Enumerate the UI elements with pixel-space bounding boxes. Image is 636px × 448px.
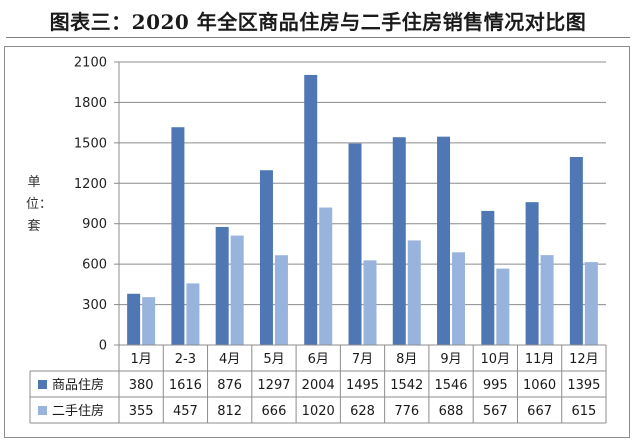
bar-series-2: [452, 252, 466, 345]
bar-series-2: [230, 235, 244, 345]
bar-series-1: [348, 143, 362, 345]
data-label: 1297: [257, 378, 290, 393]
data-label: 876: [217, 378, 242, 393]
bar-series-2: [496, 268, 510, 345]
data-label: 1060: [523, 378, 556, 393]
x-tick-label: 2-3: [175, 352, 196, 367]
data-label: 2004: [302, 378, 335, 393]
x-tick-label: 8月: [396, 352, 417, 367]
legend-label-series-1: 商品住房: [52, 377, 104, 393]
y-tick-label: 0: [99, 339, 107, 354]
bar-series-1: [127, 293, 141, 345]
data-label: 1020: [302, 404, 335, 419]
bar-series-1: [215, 226, 229, 345]
y-tick-label: 1200: [74, 177, 107, 192]
bar-series-2: [584, 262, 598, 345]
x-tick-label: 5月: [263, 352, 284, 367]
bar-series-1: [171, 127, 185, 345]
y-tick-label: 900: [82, 217, 107, 232]
bar-series-1: [481, 210, 495, 345]
bar-series-2: [142, 297, 156, 345]
x-tick-label: 6月: [308, 352, 329, 367]
chart-title: 图表三：2020 年全区商品住房与二手住房销售情况对比图: [49, 10, 587, 34]
bar-series-2: [363, 260, 377, 345]
data-label: 457: [173, 404, 198, 419]
data-label: 628: [350, 404, 375, 419]
data-label: 667: [527, 404, 552, 419]
data-label: 615: [571, 404, 596, 419]
data-label: 666: [262, 404, 287, 419]
data-label: 1546: [434, 378, 467, 393]
x-tick-label: 12月: [569, 352, 599, 367]
x-tick-label: 7月: [352, 352, 373, 367]
x-tick-label: 9月: [440, 352, 461, 367]
data-label: 1495: [346, 378, 379, 393]
data-label: 380: [129, 378, 154, 393]
bar-series-1: [259, 170, 273, 345]
data-label: 1542: [390, 378, 423, 393]
x-tick-label: 4月: [219, 352, 240, 367]
y-tick-label: 1800: [74, 96, 107, 111]
y-tick-label: 1500: [74, 136, 107, 151]
x-tick-label: 10月: [481, 352, 511, 367]
bar-series-2: [319, 207, 333, 345]
bar-series-1: [304, 74, 318, 346]
data-label: 567: [483, 404, 508, 419]
data-label: 355: [129, 404, 154, 419]
data-label: 688: [439, 404, 464, 419]
bar-series-2: [540, 255, 554, 345]
bar-series-1: [569, 157, 583, 345]
y-tick-label: 600: [82, 258, 107, 273]
legend-key-series-1: [38, 380, 47, 389]
data-label: 995: [483, 378, 508, 393]
x-tick-label: 1月: [130, 352, 151, 367]
y-tick-label: 300: [82, 298, 107, 313]
bar-series-2: [186, 283, 200, 345]
bar-series-1: [392, 137, 406, 345]
data-label: 776: [394, 404, 419, 419]
bar-series-2: [274, 255, 288, 345]
y-tick-label: 2100: [74, 56, 107, 71]
title-divider: [6, 37, 630, 38]
legend-label-series-2: 二手住房: [52, 403, 104, 419]
data-label: 1616: [169, 378, 202, 393]
data-label: 1395: [567, 378, 600, 393]
bar-series-1: [437, 136, 451, 345]
bar-series-1: [525, 202, 539, 345]
data-label: 812: [217, 404, 242, 419]
legend-key-series-2: [38, 406, 47, 415]
x-tick-label: 11月: [525, 352, 555, 367]
chart-frame: [4, 46, 630, 438]
bar-series-2: [407, 240, 421, 345]
